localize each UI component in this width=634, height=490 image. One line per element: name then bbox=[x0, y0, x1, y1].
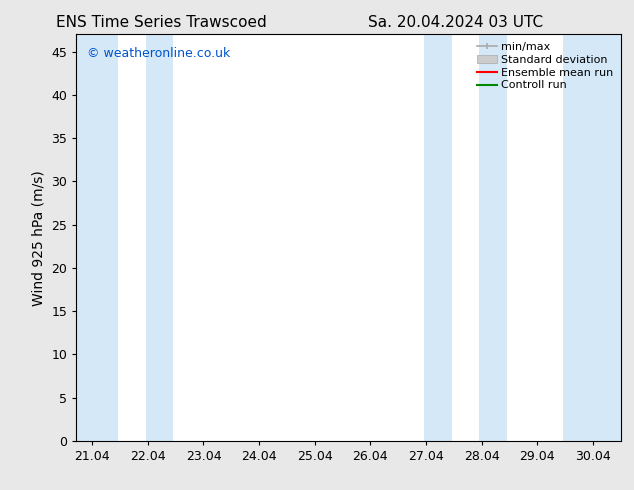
Bar bbox=[424, 34, 451, 441]
Text: Sa. 20.04.2024 03 UTC: Sa. 20.04.2024 03 UTC bbox=[368, 15, 543, 30]
Bar bbox=[563, 34, 621, 441]
Bar bbox=[146, 34, 174, 441]
Bar bbox=[479, 34, 507, 441]
Legend: min/max, Standard deviation, Ensemble mean run, Controll run: min/max, Standard deviation, Ensemble me… bbox=[475, 40, 616, 93]
Bar bbox=[76, 34, 118, 441]
Y-axis label: Wind 925 hPa (m/s): Wind 925 hPa (m/s) bbox=[32, 170, 46, 306]
Text: ENS Time Series Trawscoed: ENS Time Series Trawscoed bbox=[56, 15, 266, 30]
Text: © weatheronline.co.uk: © weatheronline.co.uk bbox=[87, 47, 230, 59]
